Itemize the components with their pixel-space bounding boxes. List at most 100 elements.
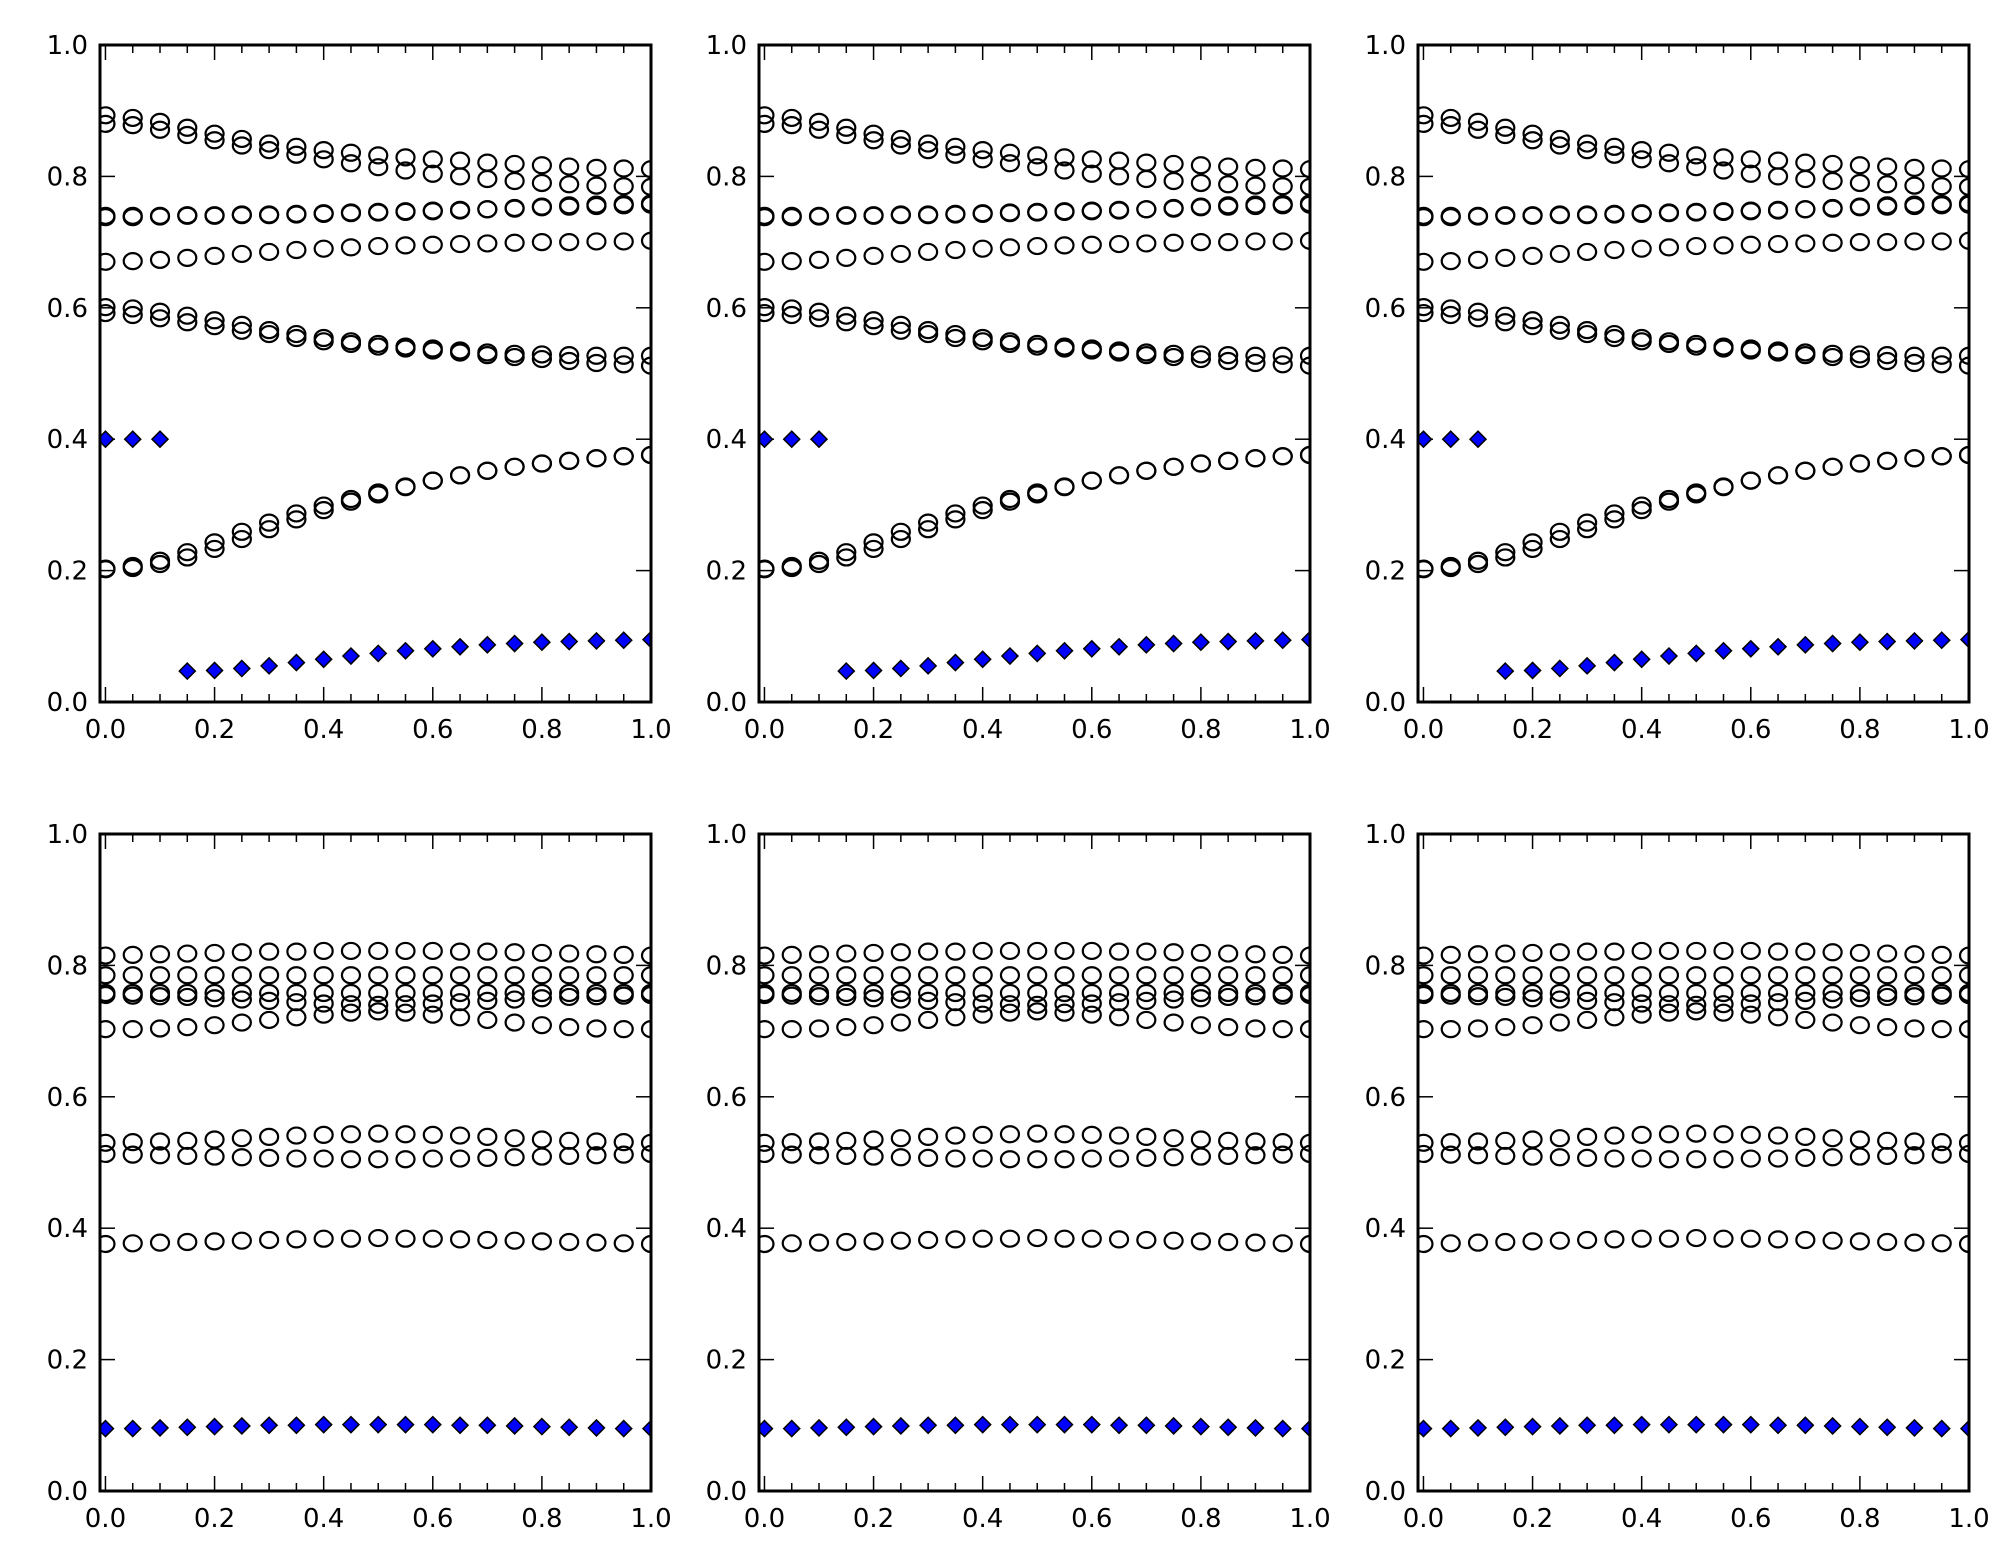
circle-point (1795, 1127, 1816, 1146)
circle-point (1054, 1150, 1075, 1169)
circle-point (1190, 233, 1211, 252)
circle-point (1822, 154, 1843, 174)
diamond-point (1850, 1417, 1869, 1436)
circle-point (395, 1003, 416, 1022)
circle-point (1081, 1149, 1102, 1168)
circle-point (1245, 176, 1266, 195)
circle-point (1522, 539, 1543, 559)
circle-point (204, 206, 225, 225)
circle-point (449, 167, 471, 186)
circle-point (259, 1230, 280, 1250)
circle-point (613, 447, 634, 466)
circle-point (1245, 353, 1266, 373)
circle-point (368, 485, 389, 504)
circle-point (781, 1020, 802, 1039)
circle-point (1795, 1230, 1816, 1250)
circle-point (1877, 987, 1898, 1007)
diamond-point (1823, 1416, 1842, 1436)
markers (759, 106, 1310, 681)
diamond-point (1905, 1418, 1924, 1437)
x-tick-label: 1.0 (1948, 715, 1989, 745)
circle-point (149, 120, 171, 139)
circle-point (1740, 150, 1761, 169)
circle-point (1495, 987, 1516, 1007)
circle-point (1190, 349, 1211, 369)
circle-point (945, 328, 966, 348)
y-tick-label: 0.6 (1365, 294, 1406, 324)
circle-point (890, 1231, 911, 1250)
circle-point (177, 987, 198, 1007)
circle-point (613, 355, 634, 374)
circle-point (1272, 1133, 1293, 1152)
circle-point (1081, 150, 1102, 169)
circle-point (100, 1020, 116, 1039)
circle-point (1272, 159, 1293, 178)
markers (100, 941, 651, 1438)
y-tick-label: 0.4 (1365, 1214, 1406, 1244)
circle-point (1604, 983, 1625, 1003)
diamond-point (1932, 1419, 1951, 1438)
circle-point (1054, 236, 1075, 255)
circle-point (1604, 1008, 1625, 1027)
circle-point (945, 137, 966, 156)
x-tick-label: 0.2 (194, 715, 235, 745)
diamond-point (782, 1419, 801, 1438)
circle-point (1136, 153, 1157, 172)
circle-point (1108, 151, 1130, 170)
circle-point (477, 1148, 498, 1168)
circle-point (422, 1229, 443, 1248)
circle-point (1495, 1232, 1516, 1252)
circle-point (1549, 1129, 1570, 1148)
circle-point (177, 1146, 198, 1166)
circle-point (972, 239, 993, 258)
circle-point (1767, 466, 1789, 485)
circle-point (1440, 558, 1461, 578)
circle-point (1549, 321, 1570, 340)
circle-point (231, 1013, 252, 1032)
circle-point (122, 558, 143, 578)
circle-point (1631, 994, 1652, 1013)
diamond-point (1523, 661, 1542, 680)
circle-point (100, 946, 116, 965)
circle-point (640, 946, 651, 965)
circle-point (1795, 991, 1816, 1010)
x-tick-label: 1.0 (630, 715, 671, 745)
y-tick-label: 0.2 (1365, 1346, 1406, 1376)
circle-point (1136, 1010, 1157, 1030)
circle-point (972, 496, 993, 515)
circle-point (422, 235, 443, 254)
circle-point (1218, 351, 1239, 371)
circle-point (1418, 208, 1434, 227)
circle-point (863, 989, 884, 1008)
diamond-point (1028, 1415, 1047, 1434)
circle-point (531, 1147, 552, 1166)
y-tick-label: 1.0 (706, 820, 747, 850)
circle-point (808, 945, 830, 964)
circle-point (1054, 941, 1075, 961)
circle-point (422, 150, 443, 169)
circle-point (204, 966, 225, 985)
circle-point (1081, 341, 1102, 360)
circle-point (1958, 1234, 1969, 1254)
circle-point (1467, 966, 1489, 985)
circle-point (1767, 1126, 1789, 1145)
circle-point (122, 966, 143, 985)
circle-point (313, 204, 334, 223)
circle-point (1418, 946, 1434, 965)
circle-point (395, 339, 416, 358)
circle-point (122, 208, 143, 227)
y-tick-label: 0.0 (706, 688, 747, 718)
circle-point (808, 1233, 830, 1252)
circle-point (177, 966, 198, 985)
circle-point (231, 1231, 252, 1250)
circle-point (890, 529, 911, 549)
circle-point (945, 1126, 966, 1145)
circle-point (177, 1232, 198, 1252)
x-tick-label: 0.0 (85, 1504, 126, 1534)
circle-point (504, 1231, 525, 1250)
diamond-point (260, 656, 279, 675)
circle-point (1577, 1230, 1598, 1250)
circle-point (1245, 449, 1266, 468)
circle-point (1604, 966, 1625, 985)
circle-point (1931, 1020, 1952, 1039)
